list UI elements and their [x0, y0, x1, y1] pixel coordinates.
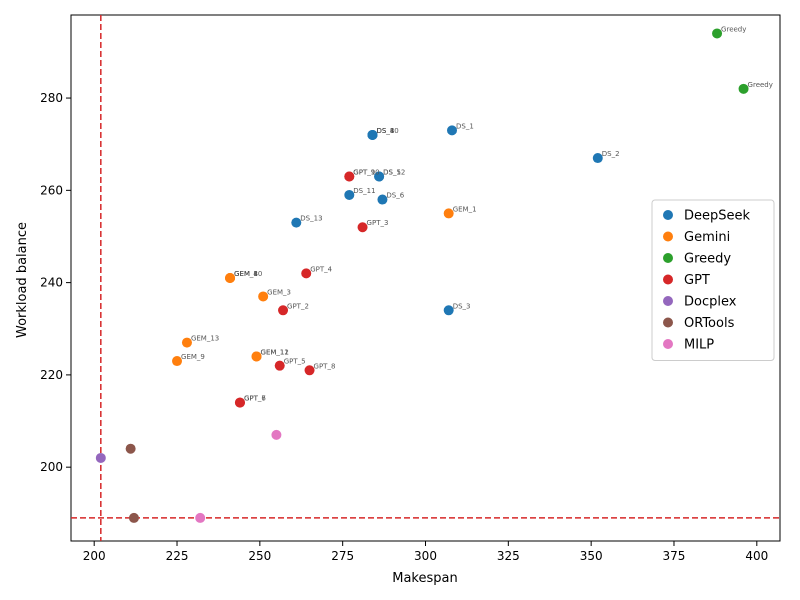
data-point-label: DS_6 [386, 192, 404, 200]
data-point-label: DS_2 [602, 150, 620, 158]
y-tick-label: 200 [40, 460, 63, 474]
y-tick-label: 260 [40, 183, 63, 197]
data-point-label: GPT_9 [353, 168, 375, 176]
data-point [234, 397, 245, 408]
x-tick-label: 375 [663, 549, 686, 563]
y-tick-label: 240 [40, 276, 63, 290]
data-point-label: GPT_10 [353, 168, 379, 176]
data-point-label: GPT_6 [244, 395, 266, 403]
legend-marker [663, 274, 673, 285]
x-tick-label: 350 [580, 549, 603, 563]
data-point-label: GEM_1 [453, 205, 477, 213]
legend-entry: Gemini [684, 230, 730, 245]
data-point [447, 125, 458, 136]
data-point [181, 337, 192, 348]
data-point [195, 512, 206, 523]
axes: 200 225 250 275 300 325 350 375 400 200 220 240 260 2… [40, 14, 781, 563]
y-axis-label: Workload balance [15, 222, 30, 338]
legend-box [651, 199, 775, 361]
data-point-label: DS_10 [376, 127, 398, 135]
legend-marker [663, 210, 673, 220]
data-point [304, 365, 315, 376]
data-point-label: GEM_10 [234, 270, 262, 278]
legend-marker [663, 296, 673, 306]
x-tick-label: 250 [248, 549, 271, 563]
data-point [712, 28, 723, 39]
data-point [128, 512, 139, 523]
data-point-label: GEM_3 [267, 288, 291, 296]
data-point-label: DS_4 [376, 127, 394, 135]
legend-entry: ORTools [684, 316, 735, 331]
data-point-label: DS_1 [456, 122, 474, 130]
legend-marker [663, 231, 673, 242]
y-tick-label: 220 [40, 368, 63, 382]
data-point-label: GEM_9 [181, 353, 205, 361]
reference-lines [71, 15, 780, 541]
data-point-label: DS_5 [383, 168, 401, 176]
data-point-label: GPT_4 [310, 265, 332, 273]
data-point-labels: DS_1 DS_2 DS_3 DS_4 DS_5 DS_6 DS_8DS_10 DS_11 DS… [181, 25, 773, 402]
data-point [367, 129, 378, 140]
data-point [125, 443, 136, 454]
data-point [374, 171, 385, 182]
x-tick-label: 400 [745, 549, 768, 563]
data-point-label: GEM_12 [261, 348, 289, 356]
data-point [738, 83, 749, 94]
x-axis-label: Makespan [392, 571, 457, 586]
data-point [357, 222, 368, 233]
data-point-label: GEM_11 [261, 348, 289, 356]
data-point-label: DS_8 [376, 127, 394, 135]
data-point-label: GPT_3 [367, 219, 389, 227]
data-point-label: GPT_5 [284, 358, 306, 366]
data-point-label: GPT_2 [287, 302, 309, 310]
data-point-label: DS_12 [383, 168, 405, 176]
data-point [377, 194, 388, 205]
data-point-label: DS_3 [453, 302, 471, 310]
legend-marker [663, 339, 673, 349]
data-point [344, 189, 355, 200]
data-point-label: Greedy [748, 81, 773, 89]
data-point [301, 268, 312, 279]
legend-entry: GPT [684, 273, 710, 288]
x-tick-label: 300 [414, 549, 437, 563]
data-point [172, 356, 183, 367]
data-point-label: GEM_4 [234, 270, 258, 278]
data-point-label: Greedy [721, 25, 746, 33]
data-point [225, 273, 236, 283]
data-point-label: DS_11 [353, 187, 375, 195]
data-point-label: GEM_8 [234, 270, 258, 278]
legend-marker [663, 253, 673, 263]
data-point [258, 291, 269, 302]
x-tick-label: 200 [83, 549, 106, 563]
data-point [443, 208, 454, 219]
x-tick-label: 325 [497, 549, 520, 563]
legend-entry: Greedy [684, 252, 731, 267]
data-point [271, 429, 282, 440]
legend-marker [663, 317, 673, 328]
x-tick-label: 275 [331, 549, 354, 563]
data-point-label: GPT_7 [244, 395, 266, 403]
data-point [344, 171, 355, 182]
data-point [291, 217, 302, 228]
data-point-label: DS_13 [300, 215, 322, 223]
data-point [592, 153, 603, 164]
legend-entry: Docplex [684, 295, 737, 310]
legend-entry: DeepSeek [684, 209, 751, 224]
legend-entry: MILP [684, 338, 714, 353]
data-point [274, 360, 285, 371]
data-point [278, 305, 289, 316]
data-point-label: GEM_13 [191, 335, 219, 343]
data-points [95, 28, 749, 523]
data-point [251, 351, 262, 362]
y-tick-label: 280 [40, 91, 63, 105]
data-point [443, 305, 454, 316]
data-point [95, 452, 106, 463]
data-point-label: GPT_8 [314, 362, 336, 370]
legend: DeepSeek Gemini Greedy GPT Docplex ORTools MIL… [651, 199, 775, 361]
x-tick-label: 225 [166, 549, 189, 563]
